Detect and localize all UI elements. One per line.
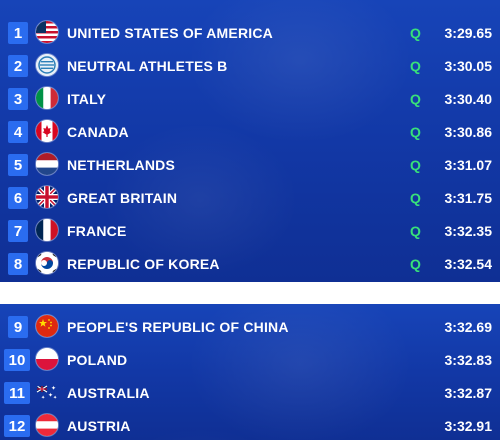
result-row: 7 FRANCE Q 3:32.35 xyxy=(0,214,500,247)
finish-time: 3:32.54 xyxy=(444,256,492,272)
rank-badge: 8 xyxy=(8,253,28,275)
rank-badge: 10 xyxy=(4,349,30,371)
result-row: 10 POLAND 3:32.83 xyxy=(0,343,500,376)
austria-flag-icon xyxy=(36,414,58,436)
rank-badge: 11 xyxy=(4,382,30,404)
qualified-mark: Q xyxy=(410,58,421,74)
rank-badge: 12 xyxy=(4,415,30,437)
result-row: 8 REPUBLIC OF KOREA Q 3:32.54 xyxy=(0,247,500,280)
usa-flag-icon xyxy=(36,21,58,43)
eliminated-results-panel: 9 PEOPLE'S REPUBLIC OF CHINA 3:32.69 10 … xyxy=(0,304,500,440)
qualified-mark: Q xyxy=(410,91,421,107)
result-row: 5 NETHERLANDS Q 3:31.07 xyxy=(0,148,500,181)
rank-badge: 7 xyxy=(8,220,28,242)
finish-time: 3:30.05 xyxy=(444,58,492,74)
poland-flag-icon xyxy=(36,348,58,370)
finish-time: 3:31.07 xyxy=(444,157,492,173)
country-name: AUSTRALIA xyxy=(67,385,150,401)
result-row: 2 NEUTRAL ATHLETES B Q 3:30.05 xyxy=(0,49,500,82)
qualified-mark: Q xyxy=(410,25,421,41)
rank-badge: 9 xyxy=(8,316,28,338)
qualified-mark: Q xyxy=(410,190,421,206)
neutral-athletes-flag-icon xyxy=(36,54,58,76)
country-name: GREAT BRITAIN xyxy=(67,190,178,206)
rank-badge: 6 xyxy=(8,187,28,209)
country-name: CANADA xyxy=(67,124,129,140)
australia-flag-icon: ✦ ✦ ✦ ✦ xyxy=(36,381,58,403)
result-row: 9 PEOPLE'S REPUBLIC OF CHINA 3:32.69 xyxy=(0,310,500,343)
country-name: REPUBLIC OF KOREA xyxy=(67,256,220,272)
qualified-mark: Q xyxy=(410,223,421,239)
rank-badge: 5 xyxy=(8,154,28,176)
netherlands-flag-icon xyxy=(36,153,58,175)
great-britain-flag-icon xyxy=(36,186,58,208)
country-name: POLAND xyxy=(67,352,128,368)
rank-badge: 4 xyxy=(8,121,28,143)
qualified-mark: Q xyxy=(410,157,421,173)
finish-time: 3:32.91 xyxy=(444,418,492,434)
result-row: 3 ITALY Q 3:30.40 xyxy=(0,82,500,115)
finish-time: 3:32.83 xyxy=(444,352,492,368)
rank-badge: 2 xyxy=(8,55,28,77)
country-name: PEOPLE'S REPUBLIC OF CHINA xyxy=(67,319,289,335)
qualified-mark: Q xyxy=(410,256,421,272)
result-row: 12 AUSTRIA 3:32.91 xyxy=(0,409,500,440)
country-name: UNITED STATES OF AMERICA xyxy=(67,25,273,41)
country-name: ITALY xyxy=(67,91,107,107)
rank-badge: 1 xyxy=(8,22,28,44)
result-row: 6 GREAT BRITAIN Q 3:31.75 xyxy=(0,181,500,214)
italy-flag-icon xyxy=(36,87,58,109)
finish-time: 3:30.86 xyxy=(444,124,492,140)
result-row: 4 CANADA Q 3:30.86 xyxy=(0,115,500,148)
qualified-results-panel: 1 UNITED STATES OF AMERICA Q 3:29.65 2 xyxy=(0,0,500,282)
finish-time: 3:31.75 xyxy=(444,190,492,206)
svg-text:✦: ✦ xyxy=(48,392,53,399)
rank-badge: 3 xyxy=(8,88,28,110)
country-name: NEUTRAL ATHLETES B xyxy=(67,58,228,74)
korea-flag-icon xyxy=(36,252,58,274)
finish-time: 3:32.35 xyxy=(444,223,492,239)
finish-time: 3:32.69 xyxy=(444,319,492,335)
finish-time: 3:30.40 xyxy=(444,91,492,107)
france-flag-icon xyxy=(36,219,58,241)
country-name: NETHERLANDS xyxy=(67,157,175,173)
china-flag-icon xyxy=(36,315,58,337)
svg-text:✦: ✦ xyxy=(53,395,57,401)
qualified-mark: Q xyxy=(410,124,421,140)
finish-time: 3:32.87 xyxy=(444,385,492,401)
canada-flag-icon xyxy=(36,120,58,142)
svg-text:✦: ✦ xyxy=(51,385,56,392)
result-row: 1 UNITED STATES OF AMERICA Q 3:29.65 xyxy=(0,16,500,49)
result-row: 11 ✦ ✦ ✦ ✦ AUSTRALIA 3:32.87 xyxy=(0,376,500,409)
country-name: FRANCE xyxy=(67,223,127,239)
finish-time: 3:29.65 xyxy=(444,25,492,41)
country-name: AUSTRIA xyxy=(67,418,131,434)
svg-text:✦: ✦ xyxy=(41,395,45,401)
